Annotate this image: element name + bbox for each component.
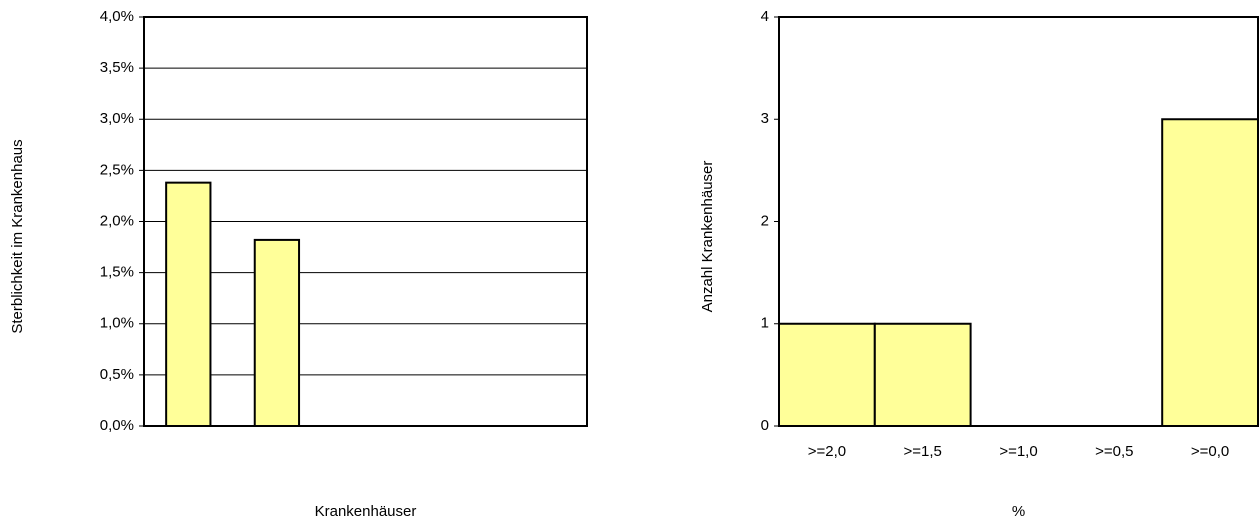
y-tick-label: 2,5% (100, 161, 134, 178)
y-tick-label: 0,0% (100, 417, 134, 434)
y-axis-title: Anzahl Krankenhäuser (699, 161, 716, 313)
y-tick-label: 1,0% (100, 315, 134, 332)
y-tick-label: 4,0% (100, 8, 134, 25)
x-tick-label: >=2,0 (808, 443, 846, 460)
x-tick-label: >=1,5 (904, 443, 942, 460)
y-tick-label: 3 (761, 110, 769, 127)
y-tick-label: 1 (761, 315, 769, 332)
bar (873, 322, 972, 427)
bar (165, 181, 212, 427)
plot-frame (143, 16, 588, 427)
y-tick-label: 3,5% (100, 59, 134, 76)
x-axis-title: % (1012, 503, 1025, 520)
x-tick-label: >=0,5 (1095, 443, 1133, 460)
x-axis-title: Krankenhäuser (315, 503, 417, 520)
y-axis-title: Sterblichkeit im Krankenhaus (9, 139, 26, 333)
y-tick-label: 2,0% (100, 212, 134, 229)
y-tick-label: 0,5% (100, 366, 134, 383)
bar (778, 322, 876, 427)
y-tick-label: 0 (761, 417, 769, 434)
bar (253, 238, 301, 427)
x-tick-label: >=1,0 (999, 443, 1037, 460)
y-tick-label: 3,0% (100, 110, 134, 127)
y-tick-label: 4 (761, 8, 769, 25)
y-tick-label: 1,5% (100, 264, 134, 281)
bar (1161, 118, 1259, 427)
plot-frame (778, 16, 1259, 427)
x-tick-label: >=0,0 (1191, 443, 1229, 460)
y-tick-label: 2 (761, 212, 769, 229)
